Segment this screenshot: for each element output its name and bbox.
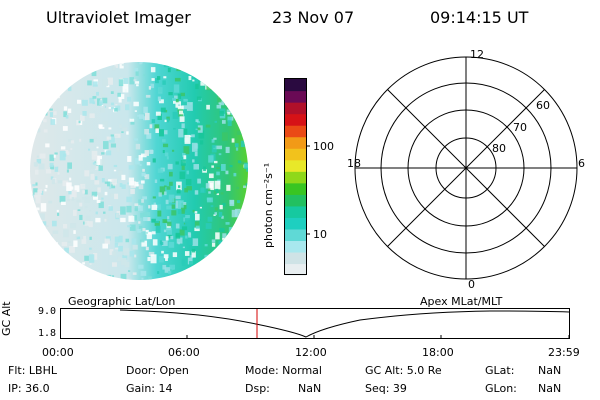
polar-lat-70: 70 bbox=[513, 121, 527, 134]
colorbar-band bbox=[285, 90, 306, 103]
info-glat-value: NaN bbox=[538, 364, 562, 377]
colorbar-band bbox=[285, 205, 306, 218]
timeline-plot bbox=[60, 308, 570, 339]
polar-hour-18: 18 bbox=[347, 157, 361, 170]
colorbar-band bbox=[285, 251, 306, 265]
colorbar-band bbox=[285, 159, 306, 172]
colorbar-tick-10: 10 bbox=[313, 228, 327, 241]
timeline-x-tick-1200: 12:00 bbox=[295, 346, 327, 359]
colorbar-band bbox=[285, 240, 306, 253]
colorbar-tick-100: 100 bbox=[313, 140, 334, 153]
info-dsp-label: Dsp: bbox=[245, 382, 270, 395]
colorbar-band bbox=[285, 182, 306, 195]
colorbar-band bbox=[285, 102, 306, 115]
info-glon-label: GLon: bbox=[485, 382, 517, 395]
colorbar-band bbox=[285, 263, 306, 276]
uv-image-disc bbox=[30, 62, 248, 280]
timeline-right-title: Apex MLat/MLT bbox=[420, 295, 503, 308]
timeline-x-tick-2359: 23:59 bbox=[548, 346, 580, 359]
info-gcalt: GC Alt: 5.0 Re bbox=[365, 364, 442, 377]
colorbar-band bbox=[285, 79, 306, 92]
timeline-y-tick-top: 9.0 bbox=[38, 306, 57, 317]
info-flt: Flt: LBHL bbox=[8, 364, 57, 377]
timeline-y-tick-bottom: 1.8 bbox=[38, 328, 57, 339]
polar-lat-60: 60 bbox=[536, 99, 550, 112]
timeline-left-title: Geographic Lat/Lon bbox=[68, 295, 176, 308]
colorbar bbox=[284, 78, 310, 276]
info-seq: Seq: 39 bbox=[365, 382, 407, 395]
colorbar-band bbox=[285, 228, 306, 242]
polar-hour-6: 6 bbox=[578, 157, 585, 170]
colorbar-band bbox=[285, 148, 306, 161]
colorbar-band bbox=[285, 136, 306, 149]
info-glat-label: GLat: bbox=[485, 364, 515, 377]
polar-grid bbox=[354, 56, 578, 280]
info-dsp-value: NaN bbox=[298, 382, 322, 395]
colorbar-band bbox=[285, 194, 306, 207]
colorbar-band bbox=[285, 171, 306, 184]
colorbar-band bbox=[285, 125, 306, 138]
header-time: 09:14:15 UT bbox=[430, 8, 529, 27]
info-ip: IP: 36.0 bbox=[8, 382, 50, 395]
info-door: Door: Open bbox=[126, 364, 189, 377]
polar-lat-80: 80 bbox=[492, 142, 506, 155]
timeline-x-tick-0000: 00:00 bbox=[42, 346, 74, 359]
info-mode: Mode: Normal bbox=[245, 364, 322, 377]
colorbar-band bbox=[285, 113, 306, 126]
timeline-x-tick-1800: 18:00 bbox=[422, 346, 454, 359]
colorbar-unit-label: photon cm⁻²s⁻¹ bbox=[262, 162, 275, 248]
timeline-y-label: GC Alt bbox=[0, 301, 13, 336]
info-glon-value: NaN bbox=[538, 382, 562, 395]
app-title: Ultraviolet Imager bbox=[46, 8, 191, 27]
timeline-x-tick-0600: 06:00 bbox=[168, 346, 200, 359]
polar-hour-0: 0 bbox=[468, 278, 475, 291]
header-date: 23 Nov 07 bbox=[272, 8, 355, 27]
info-gain: Gain: 14 bbox=[126, 382, 173, 395]
polar-hour-12: 12 bbox=[470, 48, 484, 61]
colorbar-band bbox=[285, 217, 306, 230]
